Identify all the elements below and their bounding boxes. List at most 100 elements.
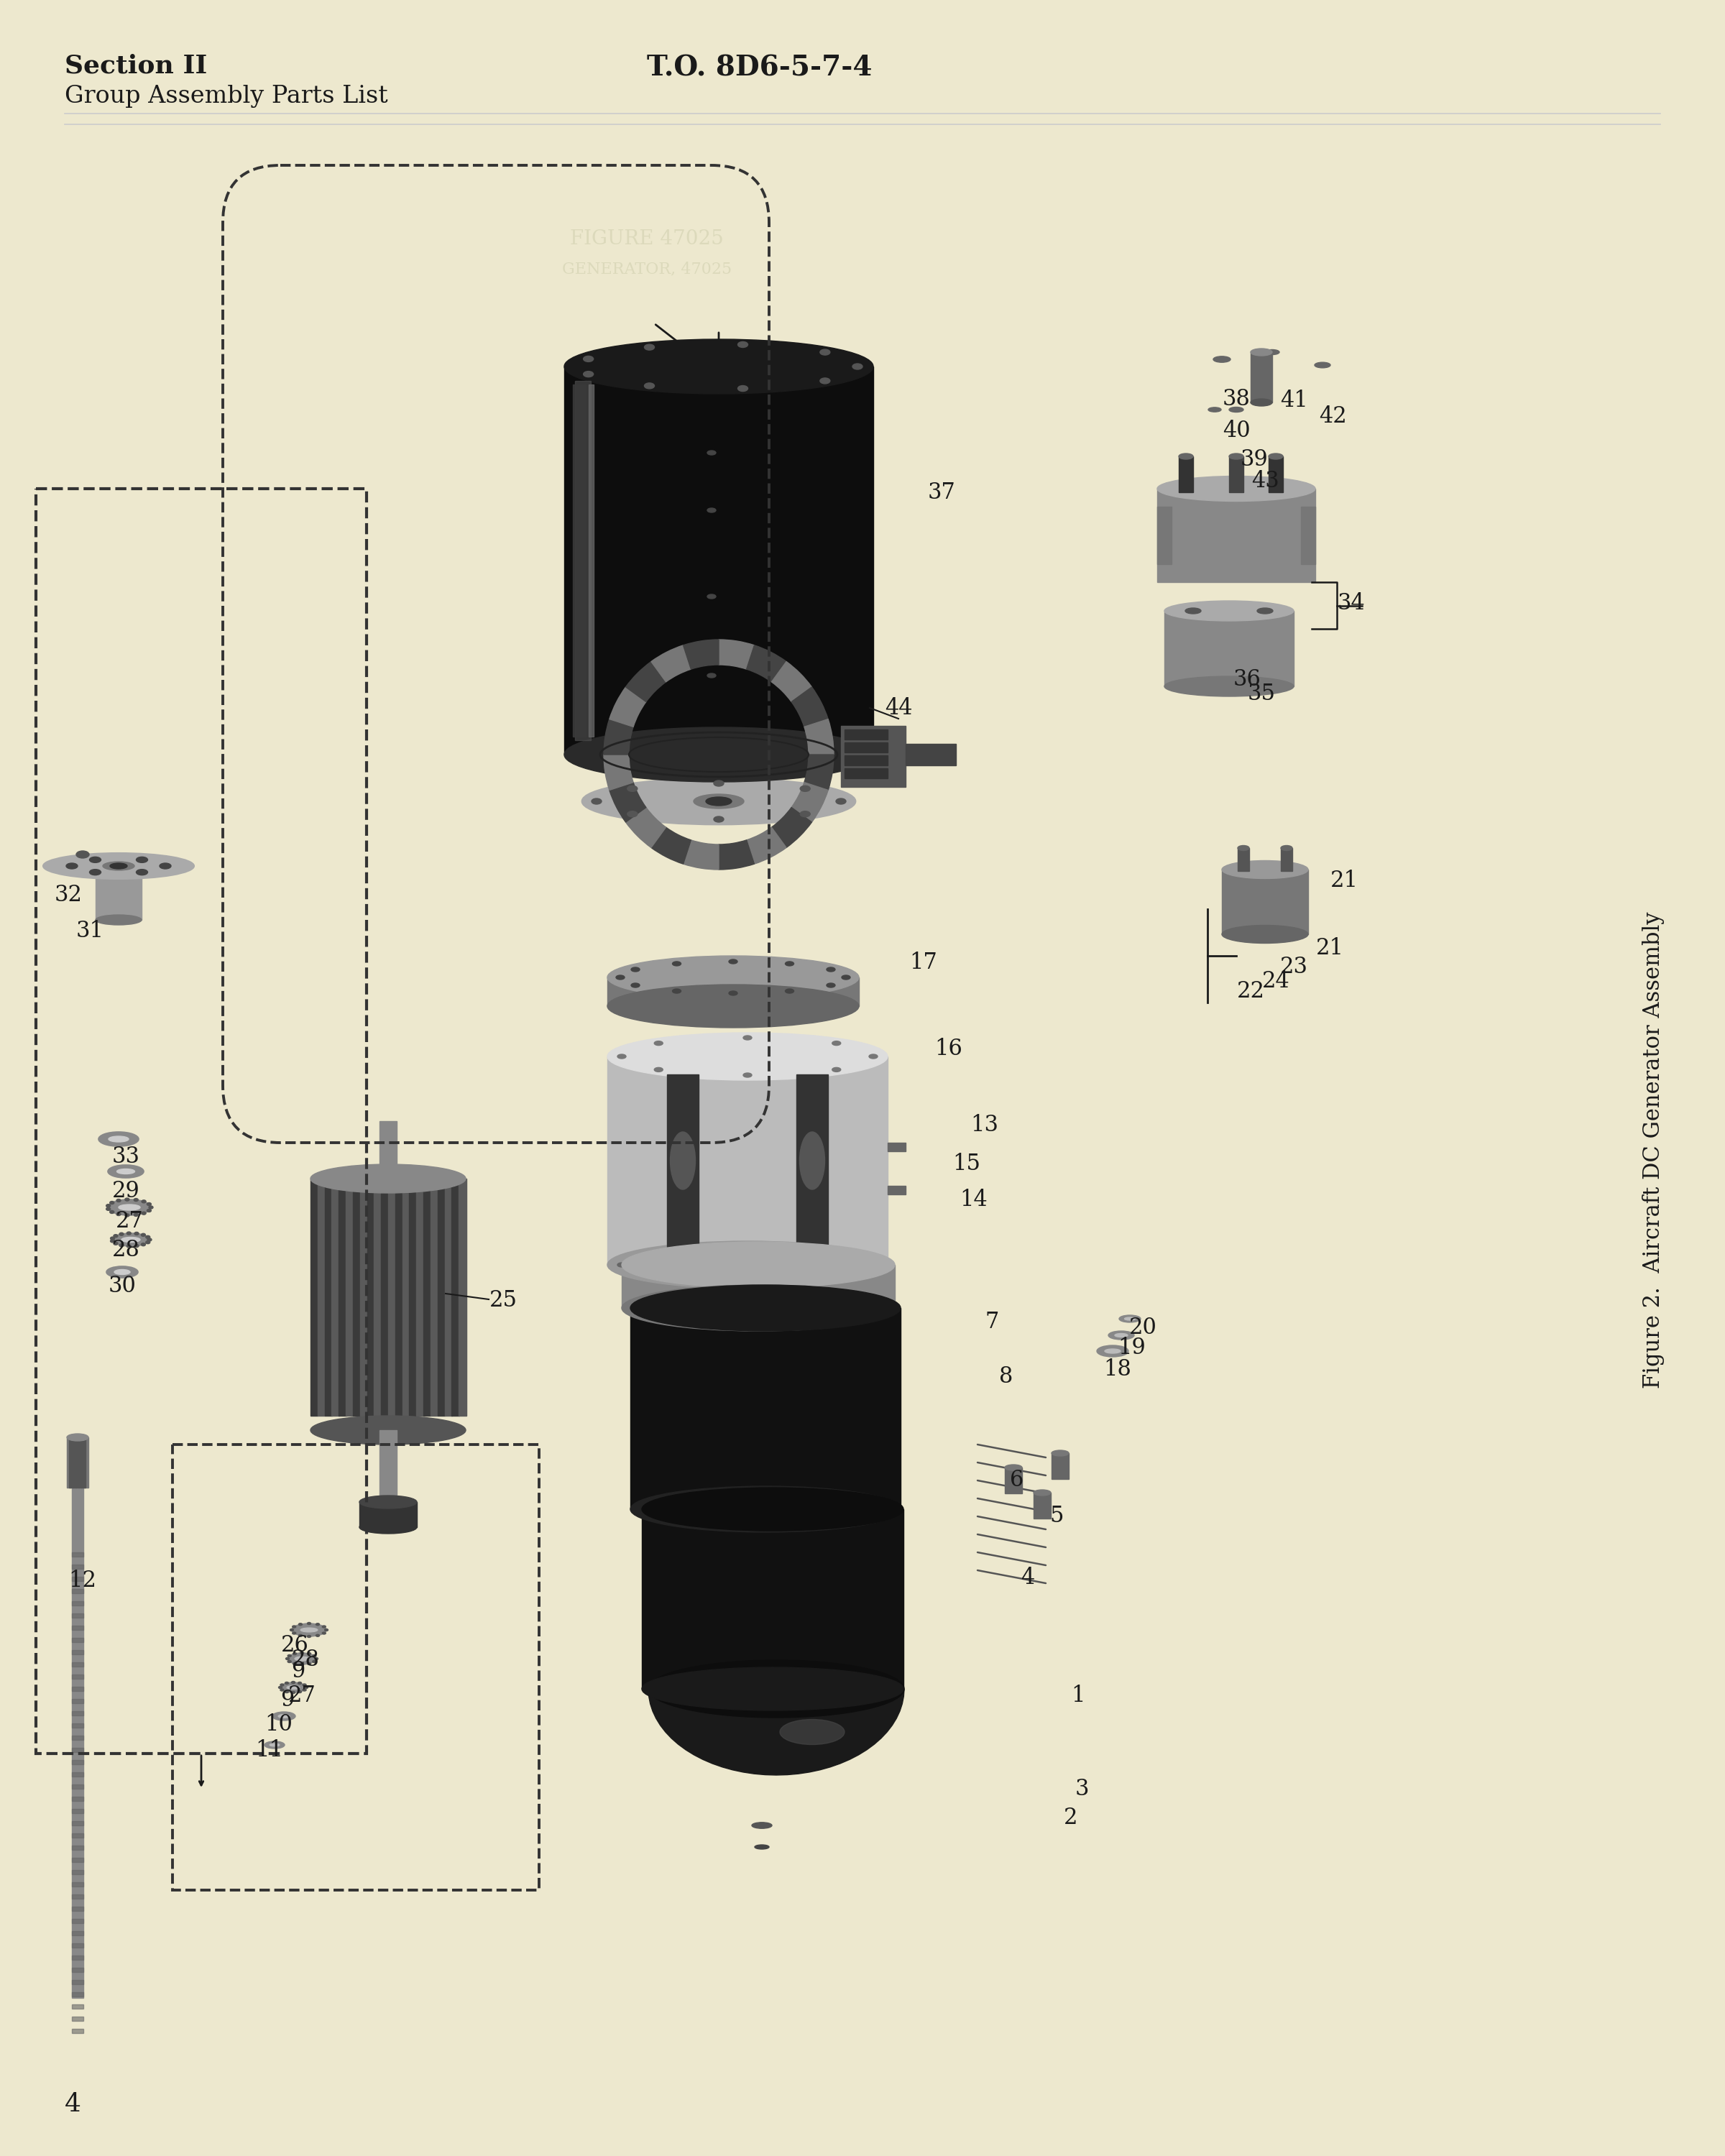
Ellipse shape	[673, 990, 681, 994]
Text: 15: 15	[952, 1153, 982, 1175]
Bar	[845, 768, 888, 778]
Ellipse shape	[607, 985, 859, 1028]
Bar	[359, 1503, 417, 1526]
Wedge shape	[609, 688, 647, 727]
Ellipse shape	[126, 1244, 131, 1248]
Bar	[78, 1438, 79, 1488]
Bar	[1228, 457, 1244, 492]
Text: 44: 44	[885, 696, 913, 720]
Bar	[81, 1438, 83, 1488]
Text: 23: 23	[1280, 955, 1308, 979]
Bar	[842, 727, 906, 787]
Text: 38: 38	[1223, 388, 1251, 410]
Ellipse shape	[117, 1199, 121, 1201]
Text: 41: 41	[1280, 390, 1308, 412]
Ellipse shape	[800, 811, 811, 817]
Ellipse shape	[300, 1628, 317, 1632]
Wedge shape	[747, 645, 787, 681]
Ellipse shape	[707, 509, 716, 513]
Ellipse shape	[316, 1634, 319, 1636]
Ellipse shape	[110, 1240, 114, 1242]
Ellipse shape	[273, 1712, 295, 1720]
Ellipse shape	[607, 1242, 888, 1289]
Bar	[72, 1675, 83, 1680]
Bar	[1221, 869, 1308, 934]
Ellipse shape	[583, 371, 593, 377]
Bar	[564, 367, 873, 755]
Ellipse shape	[110, 1238, 114, 1240]
Ellipse shape	[121, 1238, 140, 1242]
Ellipse shape	[90, 869, 102, 875]
Text: 19: 19	[1118, 1337, 1145, 1358]
Wedge shape	[771, 662, 812, 703]
Ellipse shape	[141, 1244, 145, 1246]
Ellipse shape	[1097, 1345, 1128, 1356]
Ellipse shape	[114, 1270, 129, 1274]
Ellipse shape	[743, 1035, 752, 1039]
Ellipse shape	[642, 1667, 904, 1710]
Text: 10: 10	[266, 1714, 293, 1736]
Ellipse shape	[314, 1658, 317, 1660]
Ellipse shape	[714, 817, 724, 821]
Ellipse shape	[109, 1136, 129, 1143]
Bar	[74, 1438, 78, 1488]
Bar	[423, 1179, 431, 1416]
Bar	[72, 1858, 83, 1863]
Ellipse shape	[564, 727, 873, 783]
Bar	[67, 1438, 88, 1488]
Bar	[354, 1179, 361, 1416]
Ellipse shape	[90, 856, 102, 862]
Ellipse shape	[292, 1632, 297, 1634]
Bar	[72, 1809, 83, 1813]
Bar	[72, 1822, 83, 1826]
Bar	[845, 755, 888, 765]
Text: 32: 32	[53, 884, 83, 906]
Ellipse shape	[1157, 476, 1316, 502]
Ellipse shape	[300, 1651, 304, 1654]
Text: 17: 17	[909, 953, 938, 975]
Ellipse shape	[785, 990, 794, 994]
Ellipse shape	[1164, 602, 1294, 621]
Ellipse shape	[292, 1623, 326, 1636]
Ellipse shape	[583, 356, 593, 362]
Ellipse shape	[693, 793, 743, 808]
Ellipse shape	[1221, 925, 1308, 944]
Bar	[72, 1699, 83, 1703]
Bar	[72, 1649, 83, 1654]
Bar	[367, 1179, 374, 1416]
Bar	[72, 1869, 83, 1874]
Ellipse shape	[1251, 349, 1273, 356]
Bar	[888, 1186, 906, 1194]
Ellipse shape	[141, 1201, 147, 1203]
Bar	[1157, 507, 1171, 565]
Bar	[1280, 847, 1292, 871]
Text: 29: 29	[112, 1181, 140, 1203]
Text: 26: 26	[281, 1634, 309, 1656]
Ellipse shape	[1185, 608, 1201, 614]
Wedge shape	[604, 755, 633, 789]
Bar	[72, 2005, 83, 2009]
Bar	[72, 1736, 83, 1740]
Ellipse shape	[743, 1244, 752, 1248]
Ellipse shape	[298, 1634, 302, 1636]
Bar	[374, 1179, 381, 1416]
Bar	[416, 1179, 424, 1416]
Ellipse shape	[114, 1235, 117, 1238]
Ellipse shape	[269, 1744, 279, 1746]
Polygon shape	[649, 1688, 904, 1774]
Ellipse shape	[743, 1281, 752, 1285]
Ellipse shape	[654, 1067, 662, 1072]
Bar	[72, 2029, 83, 2033]
Ellipse shape	[135, 1214, 138, 1216]
Ellipse shape	[1258, 608, 1273, 614]
Ellipse shape	[323, 1626, 326, 1628]
Ellipse shape	[673, 962, 681, 966]
Ellipse shape	[1239, 845, 1249, 852]
Ellipse shape	[831, 1041, 840, 1046]
Ellipse shape	[110, 862, 128, 869]
Bar	[642, 1509, 904, 1688]
Ellipse shape	[292, 1690, 295, 1695]
Ellipse shape	[310, 1416, 466, 1445]
Bar	[72, 1895, 83, 1899]
Ellipse shape	[800, 1132, 825, 1190]
